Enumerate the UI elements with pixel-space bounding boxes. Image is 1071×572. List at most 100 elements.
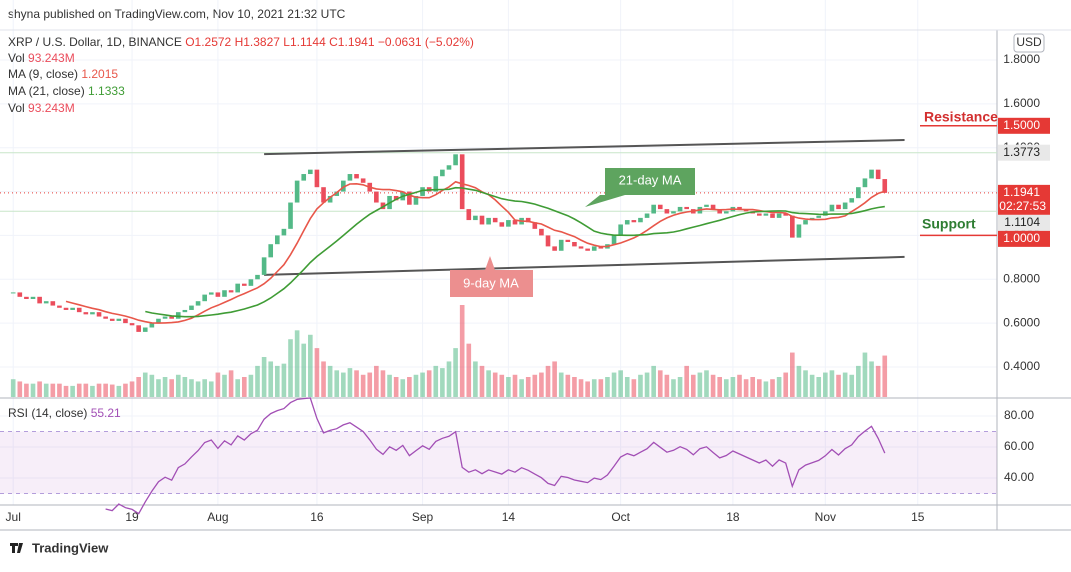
candle	[829, 204, 835, 212]
candle	[671, 211, 676, 214]
logo	[10, 543, 23, 553]
candle	[96, 312, 102, 317]
volume-bar	[268, 361, 274, 397]
price-label: 1.5000	[1003, 118, 1040, 132]
volume-bar	[288, 339, 293, 397]
volume-bar	[37, 381, 42, 397]
countdown: 02:27:53	[999, 199, 1046, 213]
volume-bar	[50, 383, 56, 397]
candle	[572, 242, 577, 247]
volume-bar	[723, 379, 729, 397]
candle	[869, 169, 874, 179]
volume-bar	[506, 377, 511, 397]
candle	[763, 213, 769, 216]
volume-bar	[829, 370, 835, 397]
volume-bar	[83, 383, 89, 397]
candle	[215, 292, 221, 297]
candle	[756, 213, 762, 216]
volume-bar	[512, 374, 518, 397]
volume-bar	[816, 377, 822, 397]
candle	[241, 283, 247, 286]
candle	[90, 312, 95, 315]
candle	[506, 220, 511, 227]
rsi-tick-label: 80.00	[1004, 408, 1034, 422]
volume-bar	[624, 377, 630, 397]
candle	[222, 290, 227, 297]
volume-bar	[803, 370, 808, 397]
volume-bar	[591, 379, 597, 397]
x-tick-label: Aug	[207, 510, 228, 524]
volume-bar	[228, 370, 234, 397]
y-tick-label: 1.6000	[1003, 96, 1040, 110]
candle	[407, 191, 412, 205]
volume-bar	[499, 374, 505, 397]
volume-bar	[869, 361, 874, 397]
ma-line	[145, 186, 885, 318]
candle	[354, 174, 359, 179]
volume-bar	[70, 385, 75, 397]
volume-bar	[123, 383, 128, 397]
price-label-bg	[998, 144, 1050, 161]
volume-bar	[756, 379, 762, 397]
candle	[294, 180, 300, 203]
volume-bar	[875, 365, 881, 397]
volume-bar	[387, 374, 392, 397]
legend-item: O1.2572	[185, 35, 231, 49]
candle	[275, 235, 280, 245]
x-tick-label: Sep	[412, 510, 434, 524]
candle	[17, 292, 23, 297]
volume-bar	[215, 372, 221, 397]
volume-bar	[426, 370, 432, 397]
candle	[228, 290, 234, 293]
candle	[334, 191, 340, 196]
candle	[882, 179, 888, 193]
volume-bar	[261, 357, 267, 397]
volume-bar	[341, 372, 346, 397]
ma21-callout	[585, 168, 695, 207]
candle	[255, 274, 260, 280]
candle	[598, 246, 604, 249]
candle	[116, 318, 122, 321]
volume-bar	[189, 379, 194, 397]
volume-bar	[677, 377, 683, 397]
candle	[123, 318, 128, 324]
volume-bar	[479, 365, 485, 397]
candle	[875, 169, 881, 180]
volume-bar	[539, 372, 544, 397]
candle	[552, 246, 557, 251]
candle	[710, 204, 716, 210]
currency: USD	[1016, 35, 1042, 49]
rsi-tick-label: 40.00	[1004, 470, 1034, 484]
support-label: Support	[922, 216, 976, 232]
candle	[723, 211, 729, 214]
legend-row: MA (21, close) 1.1333	[8, 84, 125, 98]
volume-bar	[222, 374, 227, 397]
legend-label: Vol	[8, 51, 25, 65]
volume-bar	[717, 377, 722, 397]
candle	[440, 169, 445, 177]
candle	[591, 246, 597, 251]
candle	[341, 180, 346, 192]
volume-bar	[182, 377, 188, 397]
price-label-bg	[998, 230, 1050, 247]
volume-bar	[129, 381, 135, 397]
candle	[776, 213, 782, 218]
volume-bar	[730, 377, 736, 397]
volume-bar	[849, 374, 855, 397]
candle	[704, 204, 709, 207]
price-label: 1.1941	[1003, 185, 1040, 199]
legend-row: Vol 93.243M	[8, 51, 75, 65]
volume-bar	[664, 374, 670, 397]
x-tick-label: 14	[502, 510, 516, 524]
volume-bar	[525, 377, 531, 397]
volume-bar	[109, 384, 115, 397]
volume-bar	[565, 374, 571, 397]
candle	[486, 217, 491, 225]
volume-bar	[776, 377, 782, 397]
volume-bar	[43, 383, 49, 397]
candle	[585, 248, 590, 251]
legend-label: MA (21, close)	[8, 84, 85, 98]
candle	[182, 309, 188, 313]
candle	[103, 316, 108, 319]
rsi-tick-label: 60.00	[1004, 439, 1034, 453]
